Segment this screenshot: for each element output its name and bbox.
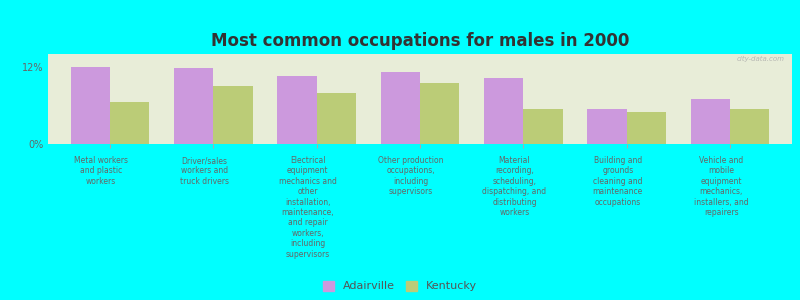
- Text: Building and
grounds
cleaning and
maintenance
occupations: Building and grounds cleaning and mainte…: [593, 156, 643, 207]
- Text: Metal workers
and plastic
workers: Metal workers and plastic workers: [74, 156, 128, 186]
- Text: Other production
occupations,
including
supervisors: Other production occupations, including …: [378, 156, 444, 196]
- Text: Vehicle and
mobile
equipment
mechanics,
installers, and
repairers: Vehicle and mobile equipment mechanics, …: [694, 156, 749, 217]
- Bar: [420, 83, 459, 144]
- Text: Electrical
equipment
mechanics and
other
installation,
maintenance,
and repair
w: Electrical equipment mechanics and other…: [279, 156, 337, 259]
- Bar: [381, 72, 420, 144]
- Text: Material
recording,
scheduling,
dispatching, and
distributing
workers: Material recording, scheduling, dispatch…: [482, 156, 546, 217]
- Bar: [110, 102, 150, 144]
- Bar: [523, 109, 562, 144]
- Legend: Adairville, Kentucky: Adairville, Kentucky: [323, 281, 477, 291]
- Bar: [626, 112, 666, 144]
- Text: Driver/sales
workers and
truck drivers: Driver/sales workers and truck drivers: [180, 156, 229, 186]
- Bar: [278, 76, 317, 144]
- Text: city-data.com: city-data.com: [737, 56, 785, 62]
- Bar: [317, 93, 356, 144]
- Title: Most common occupations for males in 2000: Most common occupations for males in 200…: [211, 32, 629, 50]
- Bar: [70, 67, 110, 144]
- Bar: [587, 109, 626, 144]
- Bar: [214, 86, 253, 144]
- Bar: [730, 109, 770, 144]
- Bar: [690, 99, 730, 144]
- Bar: [484, 78, 523, 144]
- Bar: [174, 68, 214, 144]
